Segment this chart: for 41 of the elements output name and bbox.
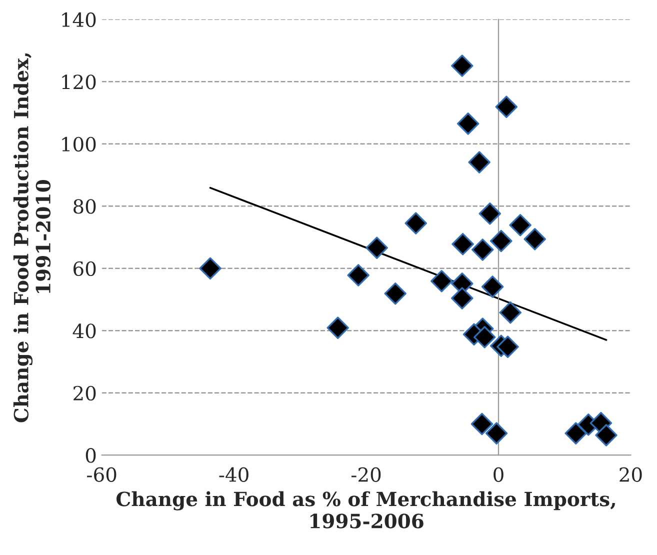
- x-tick-label: 0: [494, 467, 504, 482]
- y-tick-label: 60: [74, 261, 96, 276]
- point: [404, 212, 427, 234]
- point: [473, 326, 496, 348]
- point: [496, 336, 519, 358]
- point: [452, 232, 474, 256]
- x-tick-label: -60: [87, 467, 116, 482]
- point: [478, 202, 502, 225]
- point: [384, 282, 406, 305]
- point: [595, 424, 618, 446]
- point: [499, 301, 522, 324]
- y-tick-label: 0: [86, 448, 96, 463]
- y-axis-title: Change in Food Production Index, 1991-2010: [13, 53, 51, 422]
- point: [199, 257, 222, 280]
- point: [490, 230, 512, 252]
- point: [495, 96, 518, 118]
- point: [471, 238, 494, 261]
- y-tick-label: 100: [62, 136, 96, 152]
- point: [326, 316, 349, 339]
- point: [451, 287, 474, 310]
- x-tick-label: -20: [351, 467, 381, 482]
- x-tick-label: 20: [620, 467, 642, 482]
- y-tick-label: 140: [62, 12, 96, 28]
- point: [451, 54, 474, 77]
- point: [456, 112, 480, 135]
- y-tick-label: 40: [72, 324, 96, 338]
- point: [481, 276, 504, 298]
- point: [430, 270, 453, 292]
- point: [366, 236, 388, 259]
- point: [468, 151, 490, 174]
- y-tick-label: 80: [74, 199, 96, 214]
- x-axis-title: Change in Food as % of Merchandise Imports, 1995-2006: [116, 491, 615, 528]
- x-tick-label: -40: [219, 467, 248, 482]
- y-tick-label: 120: [62, 74, 96, 90]
- y-tick-label: 20: [74, 386, 96, 401]
- point: [524, 228, 546, 250]
- point: [509, 214, 532, 236]
- point: [347, 264, 370, 286]
- point: [564, 422, 587, 444]
- point: [485, 422, 508, 444]
- point: [470, 412, 494, 436]
